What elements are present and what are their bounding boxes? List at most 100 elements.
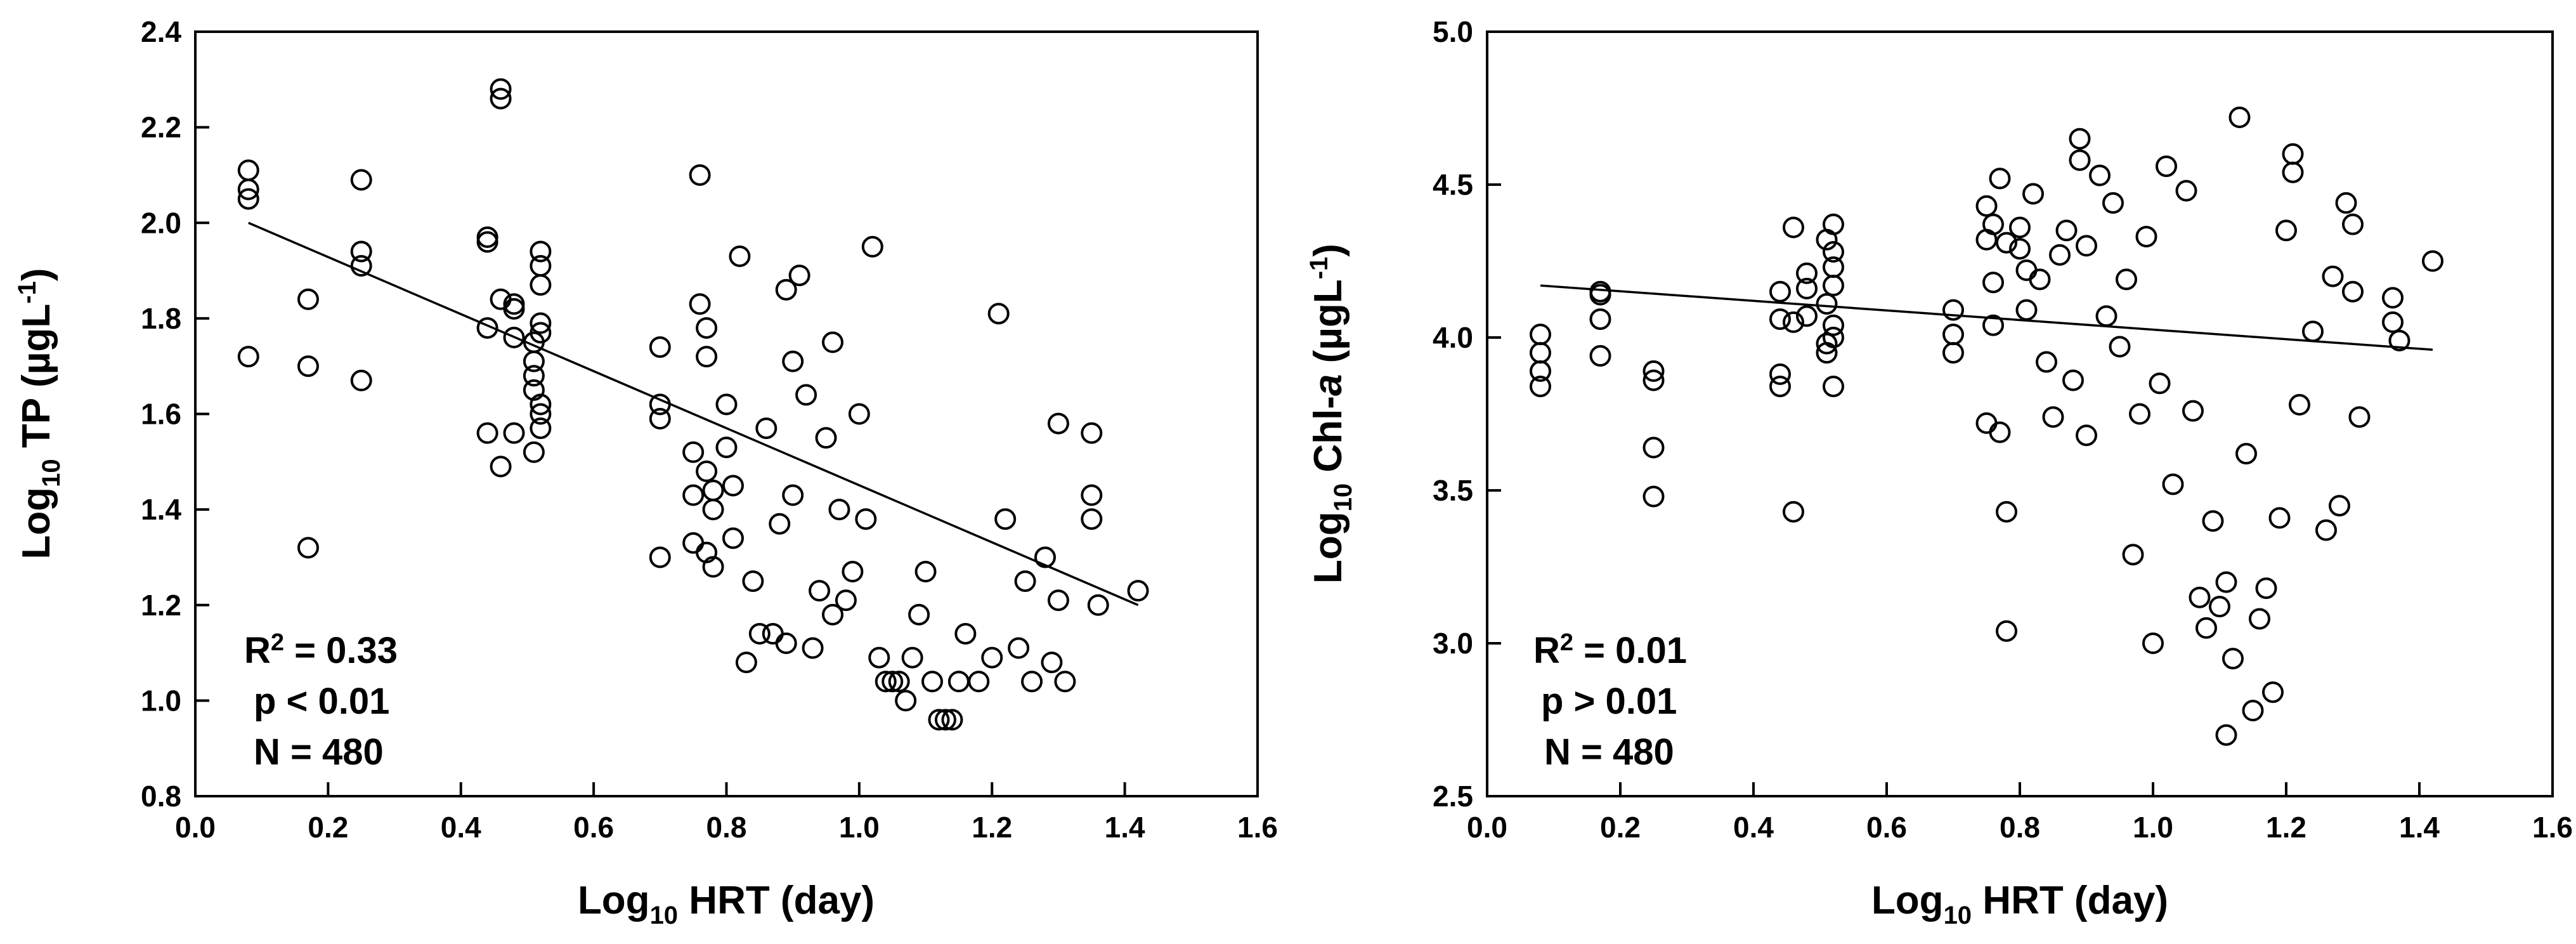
tp-data-point <box>350 369 372 391</box>
chla-data-point <box>2242 700 2264 722</box>
chla-data-point <box>1816 332 1838 355</box>
chla-data-point <box>2076 235 2097 257</box>
chla-data-point <box>1530 342 1551 364</box>
chla-data-point <box>2162 473 2184 495</box>
tp-data-point <box>350 169 372 191</box>
tp-data-point <box>914 561 937 583</box>
chla-data-point <box>1996 620 2017 642</box>
tp-data-point <box>1081 484 1103 506</box>
chla-data-point <box>2069 128 2091 150</box>
tp-data-point <box>954 622 977 645</box>
chla-y-tick-label: 3.5 <box>1433 474 1473 507</box>
chla-x-tick-label: 0.8 <box>2000 811 2040 844</box>
tp-data-point <box>237 159 259 181</box>
tp-data-point <box>523 350 545 372</box>
tp-data-point <box>530 240 552 263</box>
chla-data-point <box>2335 192 2357 214</box>
tp-data-point <box>649 546 671 568</box>
chla-data-point <box>2049 244 2071 266</box>
tp-data-point <box>968 671 990 693</box>
chla-y-ticks: 2.5 3.0 3.5 4.0 4.5 5.0 <box>1433 15 1501 813</box>
chla-data-point <box>2036 351 2057 373</box>
chla-data-point <box>1796 262 1818 284</box>
tp-data-point <box>748 622 771 645</box>
chla-data-point <box>1643 360 1665 383</box>
tp-chart: 0.0 0.2 0.4 0.6 0.8 1.0 1.2 1.4 1.6 0.8 1.0 1.2 1.4… <box>13 15 1278 929</box>
tp-data-point <box>530 312 552 334</box>
tp-data-point <box>523 379 545 401</box>
chla-data-point <box>1996 232 2017 254</box>
chla-data-point <box>1982 272 2004 294</box>
tp-data-point <box>875 671 897 693</box>
tp-data-point <box>503 298 525 320</box>
tp-data-point <box>987 303 1010 325</box>
chla-data-point <box>2009 216 2031 239</box>
chla-data-point <box>2135 225 2157 247</box>
tp-stats-annotation: R2 = 0.33 p < 0.01 N = 480 <box>244 629 398 773</box>
tp-p-value: p < 0.01 <box>254 681 389 722</box>
chla-data-point <box>2116 268 2137 291</box>
chla-x-ticks: 0.0 0.2 0.4 0.6 0.8 1.0 1.2 1.4 1.6 <box>1467 782 2573 844</box>
tp-data-point <box>928 709 950 731</box>
tp-data-point <box>941 709 963 731</box>
chla-data-point <box>2189 586 2211 608</box>
chla-data-point <box>2055 220 2078 242</box>
chla-data-point <box>1942 342 1964 364</box>
tp-data-point <box>1047 412 1069 435</box>
tp-y-tick-label: 1.6 <box>141 398 181 431</box>
tp-data-point <box>815 427 837 449</box>
tp-data-point <box>297 537 319 559</box>
tp-data-point <box>237 178 259 200</box>
tp-data-point <box>861 235 883 258</box>
chla-x-tick-label: 0.6 <box>1866 811 1907 844</box>
tp-data-point <box>934 709 956 731</box>
tp-x-tick-label: 1.4 <box>1105 811 1145 844</box>
chla-data-point <box>2022 183 2044 205</box>
chla-data-point <box>2342 280 2364 303</box>
chla-data-point <box>2095 305 2117 327</box>
chla-data-point <box>2156 155 2177 178</box>
chla-data-point <box>2262 681 2284 704</box>
chla-data-point <box>2215 571 2237 593</box>
tp-data-point <box>523 365 545 387</box>
tp-data-point <box>530 255 552 277</box>
chla-data-point <box>2249 608 2270 630</box>
tp-data-point <box>530 274 552 296</box>
chla-data-point <box>2042 406 2064 428</box>
chla-data-point <box>2182 400 2204 422</box>
chla-data-point <box>2069 149 2091 171</box>
tp-data-point <box>297 355 319 377</box>
chla-data-point <box>1796 305 1818 327</box>
chla-data-point <box>2029 268 2051 291</box>
tp-data-point <box>802 637 824 659</box>
tp-data-point <box>1081 422 1103 444</box>
chla-data-point <box>1643 369 1665 391</box>
tp-data-point <box>809 580 831 602</box>
chla-trendline <box>1540 284 2433 351</box>
tp-data-point <box>729 245 751 267</box>
tp-x-tick-label: 0.2 <box>308 811 348 844</box>
tp-data-point <box>1014 570 1036 593</box>
tp-y-tick-label: 2.4 <box>141 15 181 48</box>
chla-data-point <box>1942 324 1964 346</box>
chla-data-point <box>1796 277 1818 299</box>
chla-x-tick-label: 0.2 <box>1600 811 1641 844</box>
tp-data-point <box>682 532 705 554</box>
chla-x-tick-label: 1.4 <box>2399 811 2440 844</box>
chla-data-point <box>2129 403 2150 425</box>
tp-data-point <box>682 484 705 506</box>
chla-y-tick-label: 2.5 <box>1433 780 1473 813</box>
chla-x-axis-title: Log10 HRT (day) <box>1871 879 2168 929</box>
tp-data-point <box>755 417 777 440</box>
chla-data-point <box>2149 372 2171 395</box>
chla-data-point <box>1823 327 1844 348</box>
chla-data-point <box>2322 265 2344 287</box>
tp-data-point <box>994 508 1017 530</box>
tp-data-point <box>901 646 923 669</box>
chla-chart: 0.0 0.2 0.4 0.6 0.8 1.0 1.2 1.4 1.6 2.5 3.0 3.5 4.0… <box>1305 15 2573 929</box>
tp-y-axis-title: Log10 TP (µgL-1) <box>13 268 65 559</box>
tp-data-point <box>848 403 870 425</box>
chla-data-point <box>2228 106 2251 128</box>
tp-data-point <box>350 240 372 263</box>
tp-data-point <box>702 499 724 521</box>
